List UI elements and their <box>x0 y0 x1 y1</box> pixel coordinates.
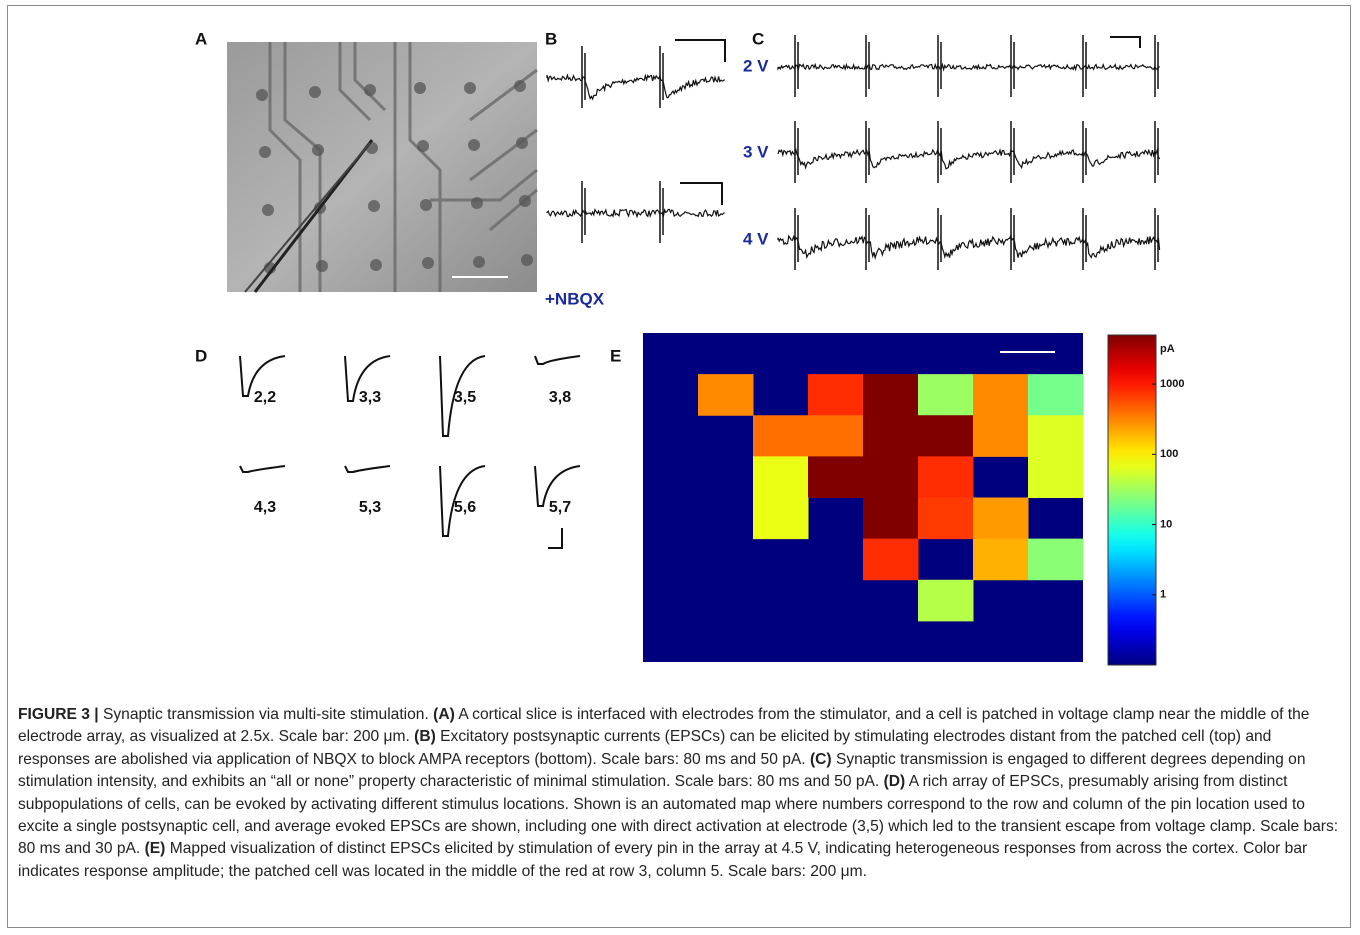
caption: FIGURE 3 | Synaptic transmission via mul… <box>18 704 1340 883</box>
figure-label: FIGURE 3 | <box>18 706 99 723</box>
stimulus-artifact <box>938 121 941 183</box>
heatmap-cell <box>863 539 919 581</box>
stimulus-artifact <box>1155 35 1158 97</box>
stimulus-artifact <box>1083 208 1086 270</box>
scale-bar <box>680 183 722 205</box>
site-label: 3,3 <box>359 389 381 406</box>
colorbar-tick-label: 1000 <box>1160 378 1184 390</box>
stimulus-artifact <box>1011 121 1014 183</box>
heatmap-cell <box>863 415 919 457</box>
heatmap-cell <box>1028 415 1084 457</box>
heatmap-cell <box>918 456 974 498</box>
site-label: 5,3 <box>359 499 381 516</box>
panel-tag: (C) <box>810 751 832 768</box>
trace <box>778 150 1160 169</box>
heatmap-cell <box>753 456 809 498</box>
micrograph <box>227 42 537 292</box>
stimulus-artifact <box>938 35 941 97</box>
trace <box>778 65 1160 70</box>
heatmap-cell <box>863 456 919 498</box>
heatmap-cell <box>918 415 974 457</box>
heatmap-cell <box>753 498 809 540</box>
site-label: 2,2 <box>254 389 276 406</box>
stimulus-artifact <box>1083 121 1086 183</box>
heatmap-cell <box>863 374 919 416</box>
panel-label: E <box>610 346 621 365</box>
heatmap-cell <box>698 374 754 416</box>
panel-text: Mapped visualization of distinct EPSCs e… <box>18 840 1307 879</box>
site-label: 5,7 <box>549 499 571 516</box>
site-label: 3,5 <box>454 389 476 406</box>
heatmap-cell <box>753 415 809 457</box>
stimulus-artifact <box>1011 35 1014 97</box>
colorbar-tick-label: 1 <box>1160 589 1166 601</box>
site-label: 3,8 <box>549 389 571 406</box>
scale-bar <box>548 528 562 548</box>
stimulus-artifact <box>660 181 663 243</box>
scale-bar <box>675 40 725 62</box>
panel-tag: (B) <box>414 728 436 745</box>
panel-tag: (E) <box>145 840 166 857</box>
heatmap-cell <box>1028 539 1084 581</box>
heatmap-cell <box>808 374 864 416</box>
heatmap-cell <box>808 415 864 457</box>
caption-lead: Synaptic transmission via multi-site sti… <box>103 706 429 723</box>
colorbar <box>1108 335 1156 665</box>
page: A B C D E +NBQX 2 V 3 V 4 V 2,2 3,3 3,5 3,8 <box>0 0 1360 935</box>
trace <box>778 236 1160 258</box>
stimulus-artifact <box>938 208 941 270</box>
panel-tag: (D) <box>884 773 906 790</box>
voltage-label: 4 V <box>743 229 769 248</box>
heatmap-cell <box>973 539 1029 581</box>
caption-panels: (A) A cortical slice is interfaced with … <box>18 706 1338 880</box>
stimulus-artifact <box>660 46 663 108</box>
scale-bar <box>1110 37 1140 48</box>
heatmap-cell <box>973 498 1029 540</box>
voltage-label: 2 V <box>743 56 769 75</box>
voltage-label: 3 V <box>743 142 769 161</box>
stimulus-artifact <box>1155 208 1158 270</box>
colorbar-tick-label: 10 <box>1160 518 1172 530</box>
heatmap-cell <box>918 374 974 416</box>
colorbar-tick-label: 100 <box>1160 448 1178 460</box>
heatmap <box>643 333 1084 662</box>
site-label: 5,6 <box>454 499 476 516</box>
panel-label: C <box>752 29 764 48</box>
panel-tag: (A) <box>433 706 455 723</box>
site-label: 4,3 <box>254 499 276 516</box>
heatmap-cell <box>918 498 974 540</box>
heatmap-cell <box>973 415 1029 457</box>
panel-label: D <box>195 346 207 365</box>
panel-label: B <box>545 29 557 48</box>
colorbar-label: pA <box>1160 343 1175 355</box>
trace <box>547 75 725 99</box>
figure: A B C D E +NBQX 2 V 3 V 4 V 2,2 3,3 3,5 3,8 <box>0 0 1360 695</box>
stimulus-artifact <box>866 208 869 270</box>
heatmap-cell <box>863 498 919 540</box>
mini-epsc <box>240 466 285 472</box>
heatmap-cell <box>1028 374 1084 416</box>
mini-epsc <box>535 356 580 364</box>
heatmap-cell <box>973 374 1029 416</box>
heatmap-cell <box>1028 456 1084 498</box>
panel-label: A <box>195 29 207 48</box>
condition-label: +NBQX <box>545 289 605 308</box>
mini-epsc <box>345 466 390 472</box>
heatmap-cell <box>808 456 864 498</box>
trace <box>547 210 725 217</box>
heatmap-cell <box>918 580 974 622</box>
